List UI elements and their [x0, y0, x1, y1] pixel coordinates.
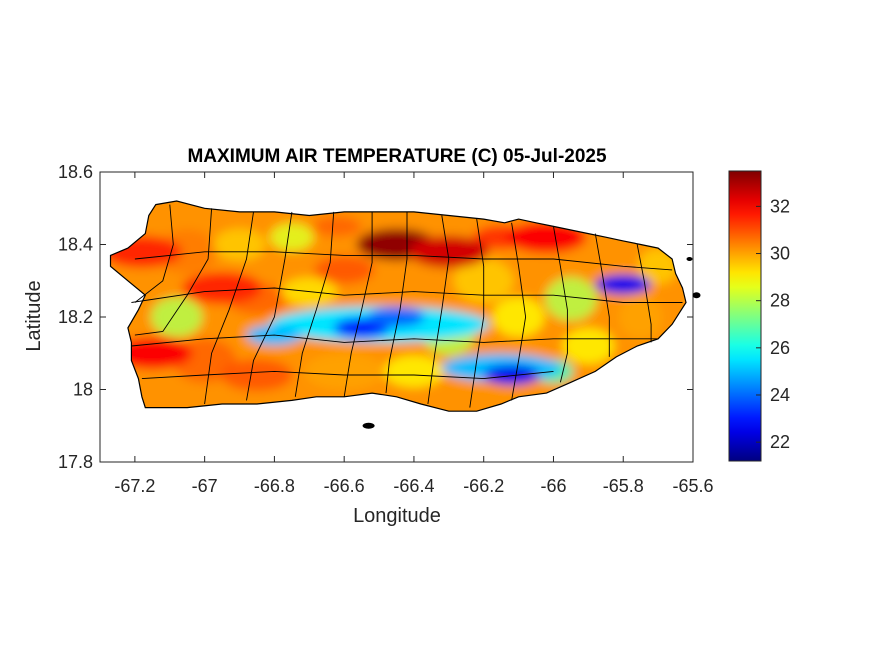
- small-islands: [362, 257, 701, 429]
- y-tick-label: 18.6: [58, 162, 93, 182]
- municipality-border: [469, 219, 485, 408]
- y-axis-label: Latitude: [23, 280, 45, 351]
- x-tick-label: -66.6: [324, 476, 365, 496]
- temp-patch: [313, 216, 362, 237]
- colorbar-tick-label: 22: [770, 432, 790, 452]
- temp-patch: [314, 255, 375, 284]
- municipality-border: [511, 222, 527, 401]
- coastline: [109, 200, 687, 412]
- y-axis: 17.8 18 18.2 18.4 18.6: [58, 162, 693, 472]
- x-axis: -67.2 -67 -66.8 -66.6 -66.4 -66.2 -66 -65.8 -65.…: [114, 172, 714, 496]
- temp-patch: [150, 297, 203, 337]
- islet: [692, 292, 701, 299]
- colorbar-tick-label: 28: [770, 291, 790, 311]
- y-tick-label: 17.8: [58, 452, 93, 472]
- colorbar-ticks: 22 24 26 28 30 32: [756, 196, 790, 452]
- y-tick-label: 18: [73, 380, 93, 400]
- municipality-borders: [131, 204, 683, 408]
- colorbar-tick-label: 26: [770, 338, 790, 358]
- colorbar-tick-label: 24: [770, 385, 790, 405]
- x-tick-label: -66.4: [393, 476, 434, 496]
- cool-zone: [595, 274, 652, 295]
- x-tick-label: -66: [540, 476, 566, 496]
- municipality-border: [204, 211, 254, 405]
- municipality-border: [553, 226, 568, 383]
- islet: [362, 422, 375, 429]
- municipality-border: [131, 287, 683, 303]
- temp-patch: [213, 228, 266, 261]
- municipality-border: [134, 208, 213, 336]
- islet: [686, 257, 693, 261]
- cool-zone: [368, 307, 425, 327]
- colorbar-tick-label: 32: [770, 196, 790, 216]
- temp-patch: [304, 353, 385, 390]
- temp-patch: [544, 276, 597, 321]
- municipality-border: [385, 211, 408, 394]
- temp-patch: [618, 295, 663, 339]
- municipality-border: [294, 211, 335, 397]
- cool-zone: [483, 365, 540, 385]
- municipality-border: [427, 215, 450, 405]
- municipality-border: [594, 233, 610, 357]
- y-tick-label: 18.4: [58, 235, 93, 255]
- x-tick-label: -65.6: [672, 476, 713, 496]
- x-tick-label: -66.8: [254, 476, 295, 496]
- temp-patch: [269, 223, 314, 252]
- temp-patch: [221, 359, 293, 391]
- temp-patch: [562, 328, 615, 364]
- x-tick-label: -67: [192, 476, 218, 496]
- temp-patch: [638, 248, 679, 285]
- x-axis-label: Longitude: [353, 505, 441, 527]
- chart-title: MAXIMUM AIR TEMPERATURE (C) 05-Jul-2025: [187, 146, 607, 167]
- x-tick-label: -66.2: [463, 476, 504, 496]
- municipality-border: [134, 204, 174, 303]
- x-tick-label: -65.8: [603, 476, 644, 496]
- municipality-border: [246, 211, 293, 401]
- temp-patch: [157, 229, 218, 274]
- warm-zone: [182, 272, 263, 304]
- warm-zone: [408, 235, 489, 268]
- temp-patch: [383, 355, 444, 388]
- municipality-border: [131, 334, 659, 347]
- colorbar: [728, 170, 762, 462]
- y-tick-label: 18.2: [58, 307, 93, 327]
- municipality-border: [141, 370, 554, 380]
- municipality-border: [343, 211, 373, 397]
- temp-patch: [492, 297, 545, 337]
- colorbar-tick-label: 30: [770, 244, 790, 264]
- x-tick-label: -67.2: [114, 476, 155, 496]
- municipality-border: [134, 251, 673, 271]
